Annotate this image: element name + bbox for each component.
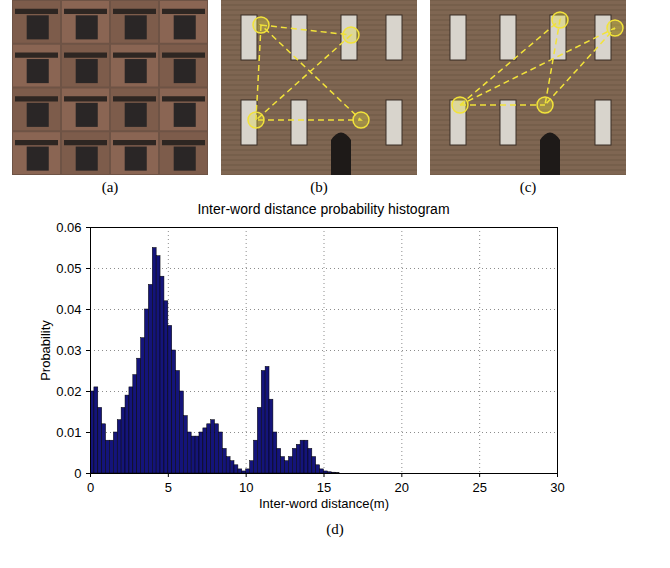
html-text:(c): (c) bbox=[519, 179, 537, 195]
svg-text:0.01: 0.01 bbox=[56, 425, 81, 440]
svg-text:0.06: 0.06 bbox=[56, 220, 81, 235]
svg-text:10: 10 bbox=[239, 480, 253, 495]
svg-text:5: 5 bbox=[165, 480, 172, 495]
svg-text:0.05: 0.05 bbox=[56, 261, 81, 276]
html-text:(b): (b) bbox=[310, 179, 328, 195]
html-text:(a): (a) bbox=[101, 179, 119, 195]
svg-text:0.03: 0.03 bbox=[56, 343, 81, 358]
svg-text:Inter-word distance(m): Inter-word distance(m) bbox=[259, 496, 389, 511]
svg-text:20: 20 bbox=[395, 480, 409, 495]
svg-text:Probability: Probability bbox=[38, 320, 53, 381]
svg-text:0: 0 bbox=[87, 480, 94, 495]
svg-text:15: 15 bbox=[317, 480, 331, 495]
html-text:Inter-word distance probabilit: Inter-word distance probability histogra… bbox=[197, 201, 450, 217]
svg-text:25: 25 bbox=[472, 480, 486, 495]
svg-text:0.02: 0.02 bbox=[56, 384, 81, 399]
svg-text:0: 0 bbox=[74, 466, 81, 481]
svg-text:0.04: 0.04 bbox=[56, 302, 81, 317]
html-text:(d): (d) bbox=[326, 521, 344, 537]
svg-text:30: 30 bbox=[550, 480, 564, 495]
